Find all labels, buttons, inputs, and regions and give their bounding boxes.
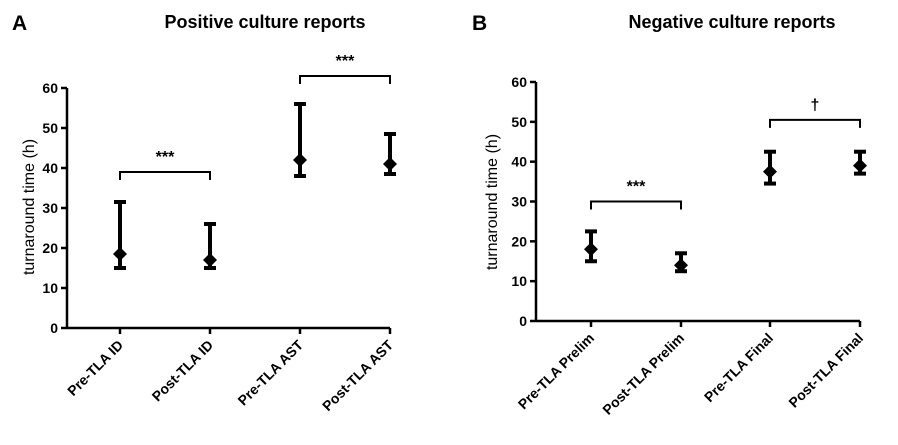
- median-marker: [383, 157, 397, 171]
- x-category-label: Pre-TLA Prelim: [515, 330, 597, 412]
- x-category-label: Pre-TLA ID: [64, 337, 126, 399]
- panel-a: A Positive culture reports turnaround ti…: [12, 12, 397, 414]
- y-tick-label: 10: [42, 280, 58, 296]
- median-marker: [293, 153, 307, 167]
- panel-letter: A: [12, 12, 27, 35]
- median-marker: [674, 258, 688, 273]
- plot-area: 0 10 20 30 40 50 60 Pre-TLA ID Post-TLA ID Pre-TL…: [42, 53, 397, 414]
- x-category-label: Pre-TLA AST: [234, 337, 306, 409]
- median-marker: [763, 164, 777, 179]
- y-tick-label: 60: [42, 80, 58, 96]
- y-tick-label: 10: [511, 273, 527, 289]
- y-axis-title: turnaround time (h): [484, 134, 501, 270]
- median-marker: [203, 253, 217, 267]
- y-tick-label: 60: [511, 74, 527, 90]
- chart-title: Positive culture reports: [164, 12, 365, 32]
- median-marker: [584, 242, 598, 257]
- significance-label: ***: [627, 179, 646, 196]
- y-tick-label: 0: [519, 313, 527, 329]
- median-marker: [853, 158, 867, 173]
- y-tick-label: 40: [42, 160, 58, 176]
- x-category-label: Pre-TLA Final: [701, 330, 776, 405]
- y-tick-label: 50: [42, 120, 58, 136]
- y-tick-label: 20: [511, 233, 527, 249]
- x-category-label: Post-TLA AST: [319, 337, 396, 414]
- y-tick-label: 20: [42, 240, 58, 256]
- y-tick-label: 30: [42, 200, 58, 216]
- y-tick-label: 40: [511, 154, 527, 170]
- significance-label: ***: [156, 149, 175, 166]
- median-marker: [113, 247, 127, 261]
- significance-bracket: [299, 75, 391, 84]
- x-category-label: Post-TLA ID: [149, 337, 217, 405]
- plot-area: 0 10 20 30 40 50 60 Pre-TLA Prelim Post-TLA Prel…: [511, 74, 867, 418]
- y-tick-label: 0: [50, 320, 58, 336]
- y-tick-label: 30: [511, 194, 527, 210]
- x-category-label: Post-TLA Final: [785, 330, 866, 411]
- y-tick-label: 50: [511, 114, 527, 130]
- significance-bracket: [769, 118, 861, 128]
- x-category-label: Post-TLA Prelim: [599, 330, 687, 418]
- significance-bracket: [119, 171, 211, 180]
- y-axis-title: turnaround time (h): [21, 139, 38, 275]
- chart-title: Negative culture reports: [628, 12, 835, 32]
- panel-letter: B: [472, 12, 487, 35]
- significance-label: †: [811, 97, 820, 114]
- panel-b: B Negative culture reports turnaround ti…: [472, 12, 867, 418]
- significance-label: ***: [336, 53, 355, 70]
- significance-bracket: [590, 200, 682, 210]
